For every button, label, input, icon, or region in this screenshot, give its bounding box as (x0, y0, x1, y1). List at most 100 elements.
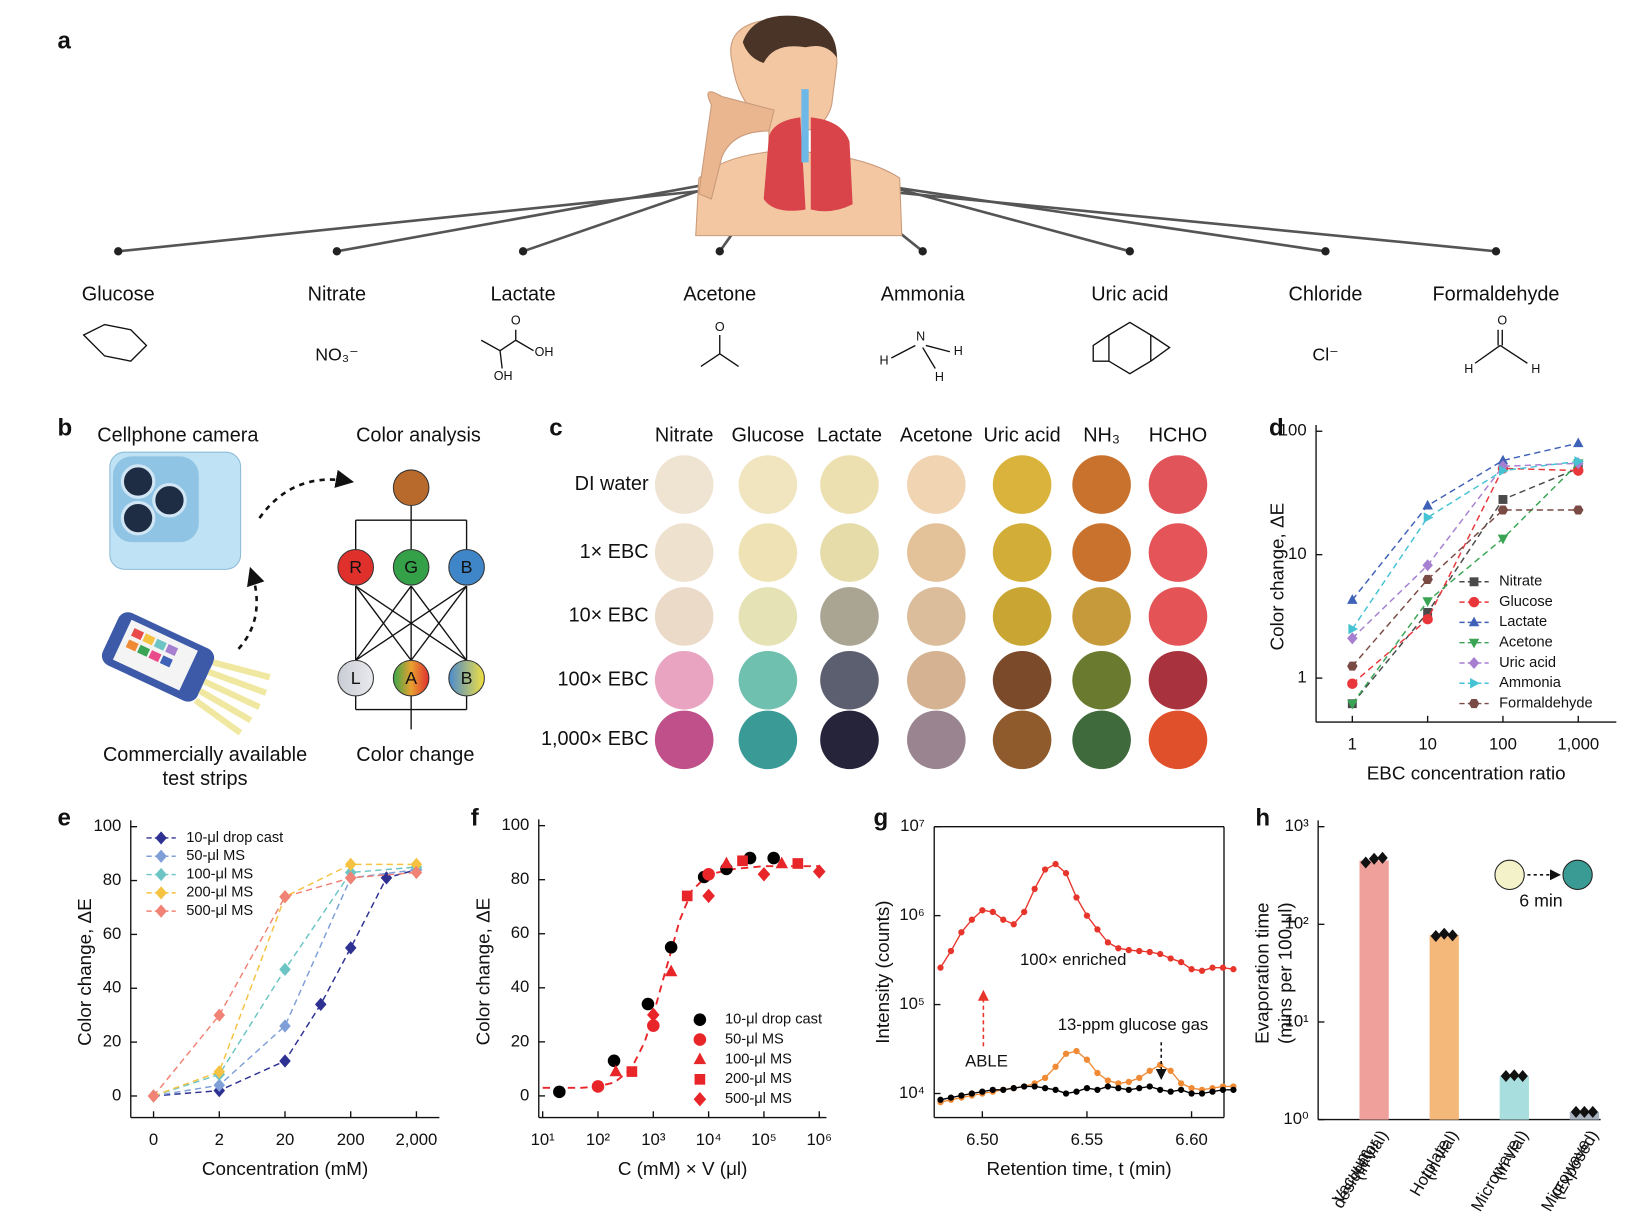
test-spot (1072, 455, 1131, 514)
y-tick-label: 10⁵ (899, 994, 925, 1013)
test-spot (907, 455, 966, 514)
marker (1209, 1088, 1216, 1095)
panel-label: c (549, 415, 562, 442)
test-spot (738, 523, 798, 582)
marker (1347, 594, 1358, 604)
connector (336, 178, 732, 253)
marker (1104, 1077, 1112, 1084)
column-header: NH₃ (1083, 425, 1120, 447)
marker (1347, 699, 1358, 710)
node-label: B (461, 557, 473, 577)
marker (1167, 1088, 1174, 1095)
test-spot (1072, 523, 1131, 582)
marker (1041, 1084, 1049, 1092)
arrow (258, 469, 355, 519)
marker (1167, 1067, 1174, 1074)
marker (1498, 495, 1508, 504)
x-tick-label: 10³ (641, 1130, 666, 1149)
atom-label: O (511, 314, 521, 328)
marker (1430, 929, 1442, 942)
connector-dot (1491, 247, 1501, 256)
legend-marker (1468, 616, 1480, 627)
cellphone (109, 451, 242, 570)
test-spot (992, 455, 1052, 514)
marker (937, 964, 944, 971)
x-tick-label: 10¹ (531, 1130, 556, 1149)
annotation: 6 min (1519, 891, 1562, 911)
panel-label: a (58, 27, 72, 54)
connector-dot (1125, 247, 1135, 256)
marker (1094, 1086, 1101, 1093)
marker (279, 890, 291, 904)
analyte-name: Ammonia (881, 283, 966, 305)
x-tick-label: 2 (215, 1130, 224, 1149)
legend-label: 100-μl MS (186, 866, 253, 882)
caption: Color change (356, 744, 474, 766)
node-label: G (404, 557, 418, 577)
test-spot (1148, 587, 1208, 646)
x-axis-title: Concentration (mM) (202, 1158, 368, 1179)
marker (1497, 505, 1509, 515)
x-tick-label: 100 (1489, 735, 1517, 754)
legend-marker (693, 1091, 707, 1107)
column-header: HCHO (1149, 425, 1207, 447)
marker (591, 1080, 605, 1093)
panel-label: b (58, 415, 73, 442)
marker (681, 890, 693, 902)
panel-label: h (1255, 805, 1270, 832)
marker (1360, 856, 1371, 869)
marker (1219, 964, 1227, 971)
series-line (153, 869, 417, 1097)
legend-label: 200-μl MS (186, 885, 253, 901)
series-line (1351, 467, 1579, 705)
series-line (1351, 442, 1579, 601)
y-tick-label: 0 (520, 1085, 529, 1104)
marker (702, 868, 715, 881)
row-label: DI water (575, 473, 649, 495)
marker (989, 1086, 996, 1093)
x-tick-label: 20 (276, 1130, 295, 1149)
legend-marker (155, 831, 167, 845)
y-axis-title: (mins per 100 μl) (1275, 902, 1296, 1044)
atom-label: O (1497, 314, 1507, 328)
annotation: ABLE (965, 1051, 1008, 1070)
y-axis-title: Color change, ΔE (472, 898, 493, 1046)
series-line (1351, 462, 1579, 639)
test-spot (992, 587, 1052, 646)
marker (1509, 1069, 1520, 1082)
y-axis-title: Color change, ΔE (74, 898, 95, 1046)
marker (1517, 1069, 1528, 1082)
legend-label: 10-μl drop cast (186, 830, 283, 846)
test-spot (992, 710, 1052, 770)
marker (979, 907, 986, 914)
marker (702, 888, 715, 904)
marker (1377, 851, 1388, 864)
y-tick-label: 10⁰ (1283, 1109, 1309, 1128)
marker (947, 947, 955, 955)
series-line (1351, 509, 1579, 667)
legend-marker (155, 904, 167, 918)
marker (1041, 866, 1049, 873)
x-tick-label: 10² (586, 1130, 611, 1149)
marker (1073, 894, 1080, 901)
marker (1146, 1083, 1153, 1090)
test-spot (1148, 710, 1208, 770)
legend-label: 50-μl MS (725, 1031, 784, 1047)
marker (410, 865, 423, 880)
x-tick-label: 200 (337, 1130, 365, 1149)
marker (213, 1078, 226, 1092)
marker (958, 929, 965, 936)
marker (1083, 1056, 1091, 1063)
human-figure (695, 15, 903, 237)
connector (118, 189, 701, 253)
legend-marker (1470, 678, 1480, 689)
annotation: 13-ppm glucose gas (1058, 1015, 1209, 1034)
test-spot (1072, 710, 1131, 770)
marker (1000, 916, 1007, 923)
analyte-name: Formaldehyde (1433, 283, 1560, 305)
connector (893, 190, 1497, 253)
test-spot (738, 455, 798, 514)
test-spot (820, 710, 879, 770)
legend-label: 100-μl MS (725, 1051, 792, 1067)
marker (1041, 1074, 1049, 1081)
